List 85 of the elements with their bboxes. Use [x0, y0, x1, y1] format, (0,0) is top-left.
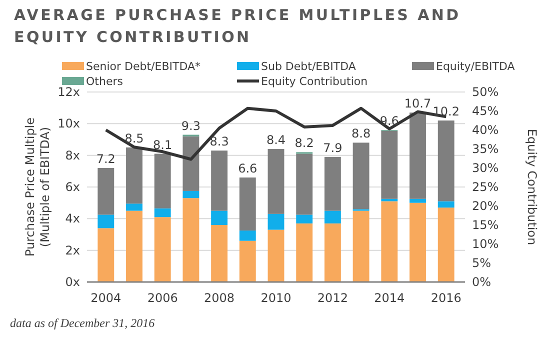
x-tick-label: 2008 — [204, 291, 235, 305]
y-tick-label: 2x — [65, 243, 80, 258]
total-label: 8.5 — [124, 131, 144, 146]
bar — [98, 214, 114, 228]
bar — [438, 201, 454, 208]
bar — [182, 136, 200, 191]
total-label: 10.7 — [404, 96, 432, 111]
y-tick-label: 4x — [65, 212, 80, 226]
y2-tick-label: 45% — [472, 104, 499, 118]
bar — [239, 178, 256, 231]
y2-axis-title: Equity Contribution — [525, 128, 539, 246]
bar — [352, 210, 370, 282]
x-tick-label: 2006 — [147, 291, 178, 305]
bar — [324, 223, 341, 282]
bar — [211, 210, 228, 225]
y2-tick-label: 15% — [472, 218, 499, 232]
bar — [98, 168, 114, 215]
bar — [381, 198, 398, 202]
legend-label: Others — [86, 75, 124, 88]
bar — [381, 130, 398, 199]
y-tick-label: 6x — [65, 180, 80, 194]
y2-tick-label: 5% — [472, 256, 492, 270]
legend-label: Equity/EBITDA — [436, 60, 516, 73]
bar — [438, 120, 454, 202]
total-label: 7.9 — [323, 140, 342, 155]
chart-title: AVERAGE PURCHASE PRICE MULTIPLES AND EQUITY CONTRIBUTION — [14, 6, 461, 46]
y2-tick-label: 30% — [472, 161, 499, 175]
total-label: 8.3 — [210, 134, 229, 149]
y2-tick-label: 35% — [472, 142, 499, 156]
bar — [268, 230, 284, 282]
bar — [410, 198, 426, 203]
total-label: 8.4 — [266, 133, 286, 147]
y2-tick-label: 50% — [472, 85, 499, 99]
bar — [239, 230, 256, 241]
x-tick-label: 2010 — [260, 291, 292, 305]
bar — [410, 112, 426, 199]
bar — [381, 201, 398, 282]
text: data as of December 31, 2016 — [10, 316, 155, 330]
bar — [211, 225, 228, 282]
y-tick-label: 0x — [65, 275, 80, 289]
y2-tick-label: 40% — [472, 123, 499, 137]
bar — [211, 150, 228, 211]
total-label: 8.8 — [352, 126, 371, 141]
y-tick-label: 10x — [58, 116, 80, 131]
bar — [154, 154, 171, 208]
legend-label: Sub Debt/EBITDA — [261, 60, 356, 73]
bar — [98, 228, 114, 282]
y2-tick-label: 25% — [472, 180, 499, 194]
bar — [268, 214, 284, 230]
y2-tick-label: 10% — [472, 237, 499, 251]
bar — [182, 198, 200, 282]
bar — [182, 190, 200, 198]
legend-label: Equity Contribution — [261, 75, 368, 88]
bar — [268, 149, 284, 214]
x-tick-label: 2012 — [317, 291, 348, 305]
x-tick-label: 2014 — [374, 291, 405, 305]
bar — [296, 154, 313, 215]
bar — [296, 214, 313, 224]
total-label: 6.6 — [238, 162, 258, 176]
total-label: 9.6 — [380, 114, 399, 128]
bar — [126, 210, 142, 282]
x-tick-label: 2004 — [90, 291, 122, 305]
bar — [438, 208, 454, 282]
total-label: 9.3 — [181, 118, 200, 133]
y-tick-label: 8x — [65, 148, 80, 162]
y-axis-title: Purchase Price Multiple (Multiple of EBITDA) — [23, 117, 52, 257]
bar — [296, 223, 313, 282]
x-tick-label: 2016 — [430, 291, 462, 305]
bar — [239, 240, 256, 282]
y2-tick-label: 0% — [472, 275, 492, 289]
bar — [324, 210, 341, 224]
y2-tick-label: 20% — [472, 199, 499, 213]
total-label: 10.2 — [432, 104, 460, 118]
bar — [324, 156, 341, 211]
total-label: 7.2 — [96, 152, 116, 166]
bar — [126, 147, 142, 204]
bar — [126, 204, 142, 211]
total-label: 8.2 — [294, 136, 314, 150]
total-label: 8.1 — [153, 138, 172, 152]
y-tick-label: 12x — [58, 85, 80, 99]
bar — [410, 202, 426, 282]
bar — [154, 217, 171, 282]
bar — [352, 142, 370, 210]
bar — [154, 208, 171, 218]
legend-label: Senior Debt/EBITDA* — [86, 60, 202, 73]
